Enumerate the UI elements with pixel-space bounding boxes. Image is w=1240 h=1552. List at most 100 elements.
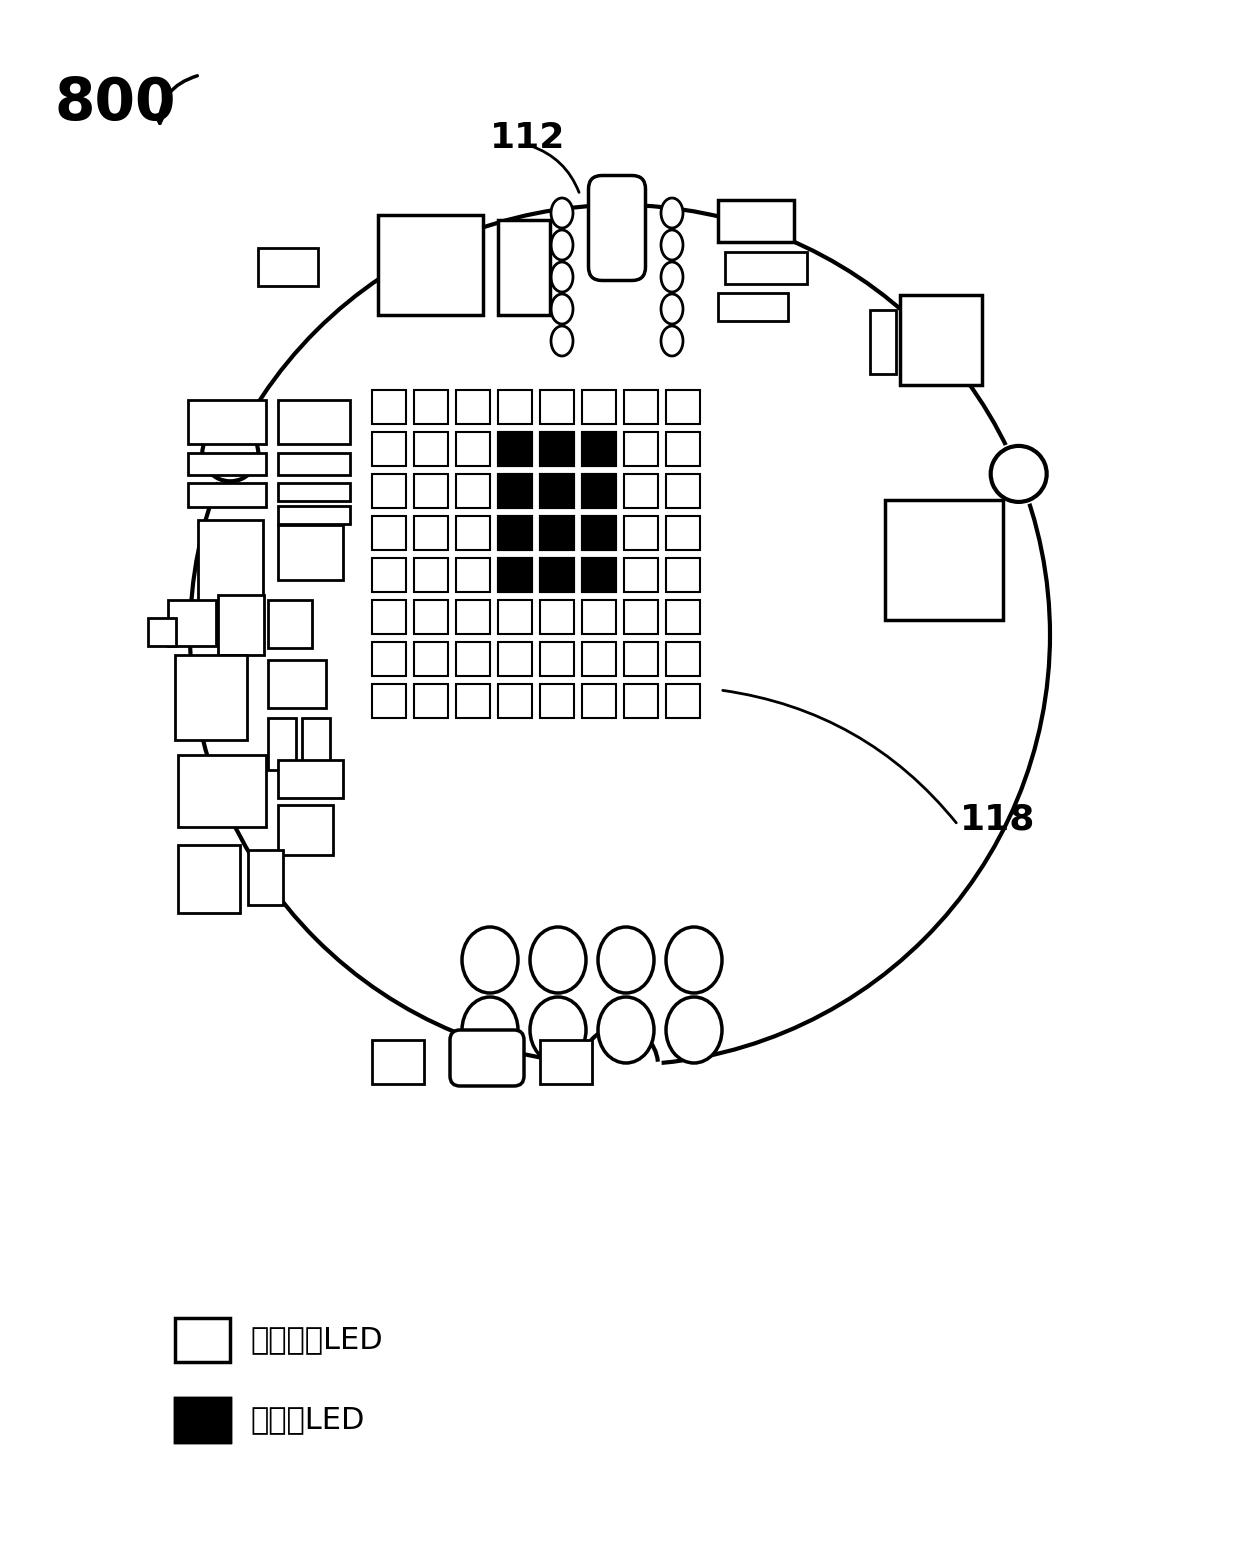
Bar bbox=[718, 293, 787, 321]
Bar bbox=[175, 1398, 229, 1442]
Bar bbox=[624, 431, 658, 466]
Ellipse shape bbox=[463, 996, 518, 1063]
Bar bbox=[456, 643, 490, 677]
Bar bbox=[539, 601, 574, 635]
Bar bbox=[278, 483, 350, 501]
Bar bbox=[624, 515, 658, 549]
Bar bbox=[666, 390, 701, 424]
Bar bbox=[624, 559, 658, 591]
Bar bbox=[248, 850, 283, 905]
Bar bbox=[582, 390, 616, 424]
Bar bbox=[666, 643, 701, 677]
Ellipse shape bbox=[529, 927, 587, 993]
Circle shape bbox=[192, 206, 1048, 1063]
Bar bbox=[582, 559, 616, 591]
Bar bbox=[666, 515, 701, 549]
Bar bbox=[582, 515, 616, 549]
Bar bbox=[539, 390, 574, 424]
Bar bbox=[179, 754, 267, 827]
Bar bbox=[378, 216, 484, 315]
Bar bbox=[539, 559, 574, 591]
Text: 112: 112 bbox=[490, 121, 565, 155]
Bar bbox=[372, 1040, 424, 1083]
Bar bbox=[624, 601, 658, 635]
Bar bbox=[498, 473, 532, 508]
Bar bbox=[268, 660, 326, 708]
Bar bbox=[582, 601, 616, 635]
Bar bbox=[372, 515, 405, 549]
Ellipse shape bbox=[661, 262, 683, 292]
Text: 118: 118 bbox=[960, 802, 1035, 837]
Bar bbox=[498, 220, 551, 315]
Wedge shape bbox=[988, 442, 1050, 504]
Bar bbox=[372, 601, 405, 635]
Ellipse shape bbox=[666, 927, 722, 993]
Bar bbox=[303, 719, 330, 770]
Bar bbox=[666, 601, 701, 635]
Bar bbox=[278, 506, 350, 525]
Ellipse shape bbox=[661, 326, 683, 355]
Bar bbox=[456, 515, 490, 549]
Bar bbox=[498, 601, 532, 635]
Ellipse shape bbox=[463, 927, 518, 993]
Bar bbox=[539, 1040, 591, 1083]
Ellipse shape bbox=[551, 230, 573, 261]
Bar bbox=[666, 684, 701, 719]
Bar bbox=[414, 643, 448, 677]
Bar bbox=[372, 473, 405, 508]
Bar bbox=[539, 684, 574, 719]
Ellipse shape bbox=[529, 996, 587, 1063]
Bar bbox=[414, 390, 448, 424]
Bar bbox=[456, 559, 490, 591]
Bar bbox=[498, 643, 532, 677]
Bar bbox=[582, 473, 616, 508]
Bar bbox=[725, 251, 807, 284]
Ellipse shape bbox=[666, 996, 722, 1063]
Bar bbox=[372, 559, 405, 591]
Bar bbox=[188, 453, 267, 475]
Bar bbox=[188, 400, 267, 444]
Bar bbox=[372, 684, 405, 719]
Ellipse shape bbox=[661, 199, 683, 228]
Ellipse shape bbox=[661, 230, 683, 261]
Bar bbox=[498, 559, 532, 591]
Bar bbox=[539, 515, 574, 549]
Bar bbox=[188, 483, 267, 508]
Bar bbox=[372, 643, 405, 677]
Text: 未供电的LED: 未供电的LED bbox=[250, 1325, 383, 1355]
Bar bbox=[666, 473, 701, 508]
Bar bbox=[582, 684, 616, 719]
Bar bbox=[258, 248, 317, 286]
Bar bbox=[539, 431, 574, 466]
Bar bbox=[414, 431, 448, 466]
Bar bbox=[167, 601, 216, 646]
Bar bbox=[498, 684, 532, 719]
Bar bbox=[456, 601, 490, 635]
Ellipse shape bbox=[551, 293, 573, 324]
Bar bbox=[498, 515, 532, 549]
Bar bbox=[456, 431, 490, 466]
Bar bbox=[498, 390, 532, 424]
Wedge shape bbox=[200, 422, 262, 484]
Bar bbox=[666, 431, 701, 466]
Ellipse shape bbox=[598, 996, 653, 1063]
Ellipse shape bbox=[598, 927, 653, 993]
Bar bbox=[268, 719, 296, 770]
Bar bbox=[539, 559, 574, 591]
Text: 供电的LED: 供电的LED bbox=[250, 1406, 365, 1434]
Bar bbox=[900, 295, 982, 385]
Bar bbox=[498, 559, 532, 591]
Bar bbox=[148, 618, 176, 646]
Bar bbox=[278, 400, 350, 444]
Bar bbox=[539, 515, 574, 549]
Bar bbox=[198, 520, 263, 605]
Bar bbox=[498, 515, 532, 549]
Bar bbox=[414, 684, 448, 719]
Bar bbox=[414, 473, 448, 508]
Ellipse shape bbox=[551, 199, 573, 228]
Bar bbox=[624, 473, 658, 508]
Bar bbox=[414, 559, 448, 591]
Bar bbox=[498, 431, 532, 466]
Bar bbox=[666, 559, 701, 591]
Bar bbox=[582, 473, 616, 508]
